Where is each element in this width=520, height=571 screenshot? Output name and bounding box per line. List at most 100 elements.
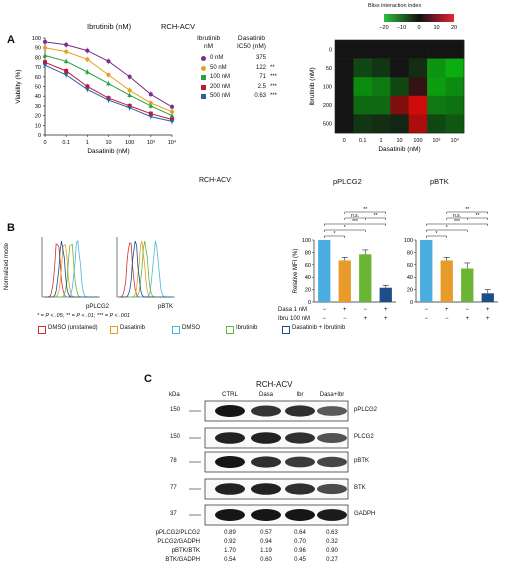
- y-axis-label: Viability (%): [15, 69, 22, 103]
- data-point: [63, 58, 69, 64]
- viability-title-ibrutinib: Ibrutinib (nM): [87, 22, 132, 31]
- y-tick-label: 10: [35, 123, 41, 129]
- ratio-value: 0.64: [294, 530, 306, 536]
- ratio-value: 0.60: [260, 557, 272, 563]
- legend-significance: ***: [270, 83, 278, 90]
- y-tick-label: 30: [35, 104, 41, 110]
- x-tick-label: 0: [43, 140, 46, 146]
- data-point: [127, 88, 132, 93]
- y-tick-label: 50: [35, 85, 41, 91]
- legend-marker: [201, 84, 206, 90]
- data-point: [127, 74, 132, 79]
- x-tick-label: 0.1: [62, 140, 70, 146]
- legend-marker: [201, 65, 206, 71]
- data-point: [43, 45, 47, 50]
- blot-name: PLCG2: [354, 434, 374, 440]
- ratio-value: 0.94: [260, 539, 272, 545]
- data-point: [63, 73, 69, 78]
- lane-label: Dasa+Ibr: [319, 392, 345, 398]
- flow-legend-label: DMSO (unstained): [48, 325, 98, 331]
- x-tick-label: 1: [86, 140, 89, 146]
- legend-ibrutinib-dose: 0 nM: [210, 55, 224, 61]
- flow-ylabel: Normalized mode: [4, 242, 10, 290]
- x-tick-label: 10³: [147, 140, 155, 146]
- blot-name: GADPH: [354, 511, 376, 517]
- flow-legend-swatch: [226, 326, 234, 334]
- bar-title-pbtk: pBTK: [430, 177, 449, 186]
- lane-label: Dasa: [258, 392, 273, 398]
- y-tick-label: 100: [32, 36, 41, 42]
- x-tick-label: 10: [105, 140, 111, 146]
- blot-kda: 77: [170, 485, 177, 491]
- flow-legend-label: Ibrutinib: [236, 325, 258, 331]
- legend-ibrutinib-dose: 200 nM: [210, 83, 231, 90]
- panel-b-cellline: RCH-ACV: [199, 177, 231, 184]
- ratio-label: PLCG2/GADPH: [157, 539, 200, 545]
- x-axis-label: Dasatinib (nM): [87, 148, 129, 155]
- panel-label-b: B: [7, 222, 15, 234]
- ratio-label: BTK/GADPH: [165, 557, 200, 563]
- data-point: [170, 109, 174, 114]
- data-point: [169, 119, 175, 124]
- ratio-value: 0.45: [294, 557, 306, 563]
- ratio-value: 0.90: [326, 548, 338, 554]
- flow-xlabel-pbtk: pBTK: [158, 304, 174, 310]
- y-tick-label: 60: [35, 75, 41, 81]
- ratio-label: pBTK/BTK: [171, 548, 200, 554]
- legend-marker: [201, 94, 206, 99]
- ratio-value: 0.32: [326, 539, 338, 545]
- y-tick-label: 0: [38, 133, 41, 139]
- ratio-value: 1.19: [260, 548, 272, 554]
- legend-ic50: 71: [259, 74, 266, 80]
- legend-significance: ***: [270, 74, 278, 80]
- blot-kda: 150: [170, 434, 181, 440]
- treatment-label-dasa: Dasa 1 nM: [278, 307, 308, 313]
- blot-name: BTK: [354, 485, 366, 491]
- blot-kda: 37: [170, 511, 177, 517]
- legend-header-dasatinib: Dasatinib IC50 (nM): [237, 35, 266, 50]
- kda-label: kDa: [169, 392, 180, 398]
- legend-ibrutinib-dose: 500 nM: [210, 93, 231, 99]
- legend-ibrutinib-dose: 100 nM: [210, 74, 231, 80]
- data-point: [85, 69, 90, 74]
- flow-legend-swatch: [172, 326, 180, 334]
- data-point: [64, 49, 69, 54]
- panel-label-a: A: [7, 34, 15, 46]
- y-tick-label: 20: [35, 114, 41, 120]
- pvalue-footnote: * = P < .05; ** = P < .01; *** = P < .00…: [37, 313, 130, 319]
- ratio-value: 0.70: [294, 539, 306, 545]
- blot-name: pPLCG2: [354, 407, 378, 413]
- data-point: [64, 42, 69, 47]
- ratio-label: pPLCG2/PLCG2: [155, 530, 200, 536]
- data-point: [127, 106, 132, 111]
- bliss-legend-title: Bliss interaction index: [368, 3, 422, 9]
- flow-legend-swatch: [38, 326, 46, 334]
- ratio-value: 0.89: [224, 530, 236, 536]
- lane-label: CTRL: [222, 392, 238, 398]
- legend-marker: [201, 75, 206, 80]
- ratio-value: 0.92: [224, 539, 236, 545]
- x-tick-label: 100: [125, 140, 134, 146]
- data-point: [85, 87, 90, 92]
- y-tick-label: 70: [35, 65, 41, 71]
- ratio-value: 0.54: [224, 557, 236, 563]
- legend-header-ibrutinib: Ibrutinib nM: [197, 35, 221, 50]
- flow-legend-label: Dasatinib + Ibrutinib: [292, 325, 346, 331]
- flow-legend-swatch: [110, 326, 118, 334]
- y-tick-label: 40: [35, 94, 41, 100]
- y-tick-label: 90: [35, 46, 41, 52]
- data-point: [169, 113, 175, 118]
- ratio-value: 0.63: [326, 530, 338, 536]
- blot-kda: 78: [170, 458, 177, 464]
- data-point: [106, 72, 111, 77]
- viability-title-cellline: RCH-ACV: [161, 22, 196, 31]
- blot-title: RCH-ACV: [256, 380, 293, 389]
- data-point: [42, 53, 48, 58]
- blot-kda: 150: [170, 407, 181, 413]
- ratio-value: 0.27: [326, 557, 338, 563]
- data-point: [85, 57, 90, 62]
- data-point: [106, 81, 111, 86]
- legend-ic50: 122: [255, 64, 266, 71]
- data-point: [148, 92, 153, 97]
